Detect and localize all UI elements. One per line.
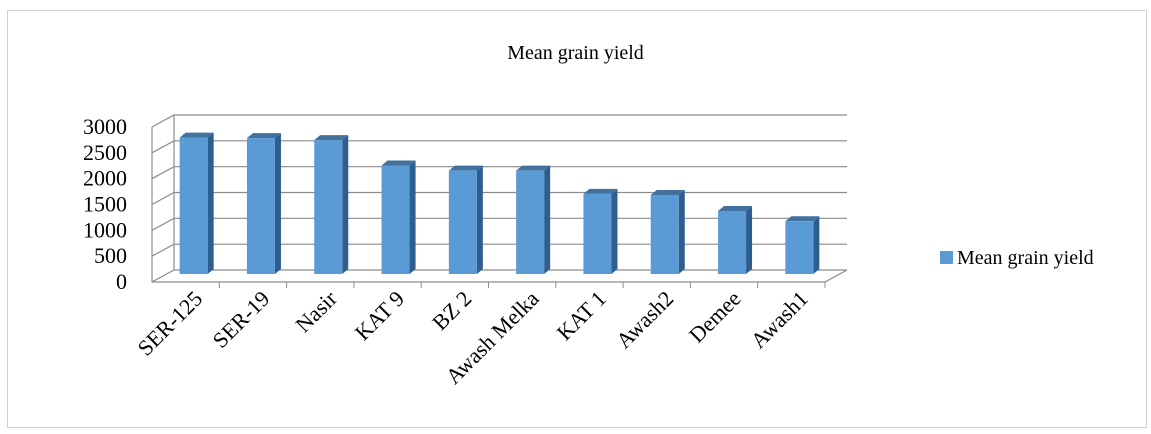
bars [179, 132, 820, 274]
bar-bz-2 [448, 165, 483, 274]
x-tick-label: Awash2 [611, 286, 678, 353]
y-tick-label: 1000 [83, 217, 127, 242]
y-tick-label: 1500 [83, 192, 127, 217]
legend-label: Mean grain yield [957, 247, 1094, 269]
bar-awash1 [785, 216, 820, 274]
x-tick-label: BZ 2 [427, 286, 476, 335]
bar-nasir [314, 135, 349, 274]
x-tick-label: SER-125 [132, 286, 207, 361]
legend-swatch [940, 251, 953, 264]
x-tick-label: Awash1 [746, 286, 813, 353]
chart-title: Mean grain yield [507, 42, 644, 64]
bar-awash-melka [516, 165, 551, 274]
x-tick-label: KAT 1 [552, 286, 611, 345]
bar-ser-19 [246, 133, 281, 274]
bar-ser-125 [179, 132, 214, 274]
y-tick-label: 0 [116, 269, 127, 294]
bar-kat-9 [381, 160, 416, 274]
y-tick-label: 500 [94, 243, 127, 268]
x-tick-label: KAT 9 [350, 286, 409, 345]
bar-kat-1 [583, 188, 618, 274]
x-tick-label: Nasir [290, 285, 342, 337]
x-tick-label: SER-19 [208, 286, 275, 353]
y-tick-label: 2500 [83, 140, 127, 165]
y-tick-label: 2000 [83, 166, 127, 191]
gridline [151, 114, 847, 128]
bar-demee [718, 205, 753, 274]
bar-awash2 [650, 189, 685, 274]
x-tick-label: Demee [684, 286, 746, 348]
legend: Mean grain yield [940, 247, 1094, 269]
y-tick-label: 3000 [83, 114, 127, 139]
